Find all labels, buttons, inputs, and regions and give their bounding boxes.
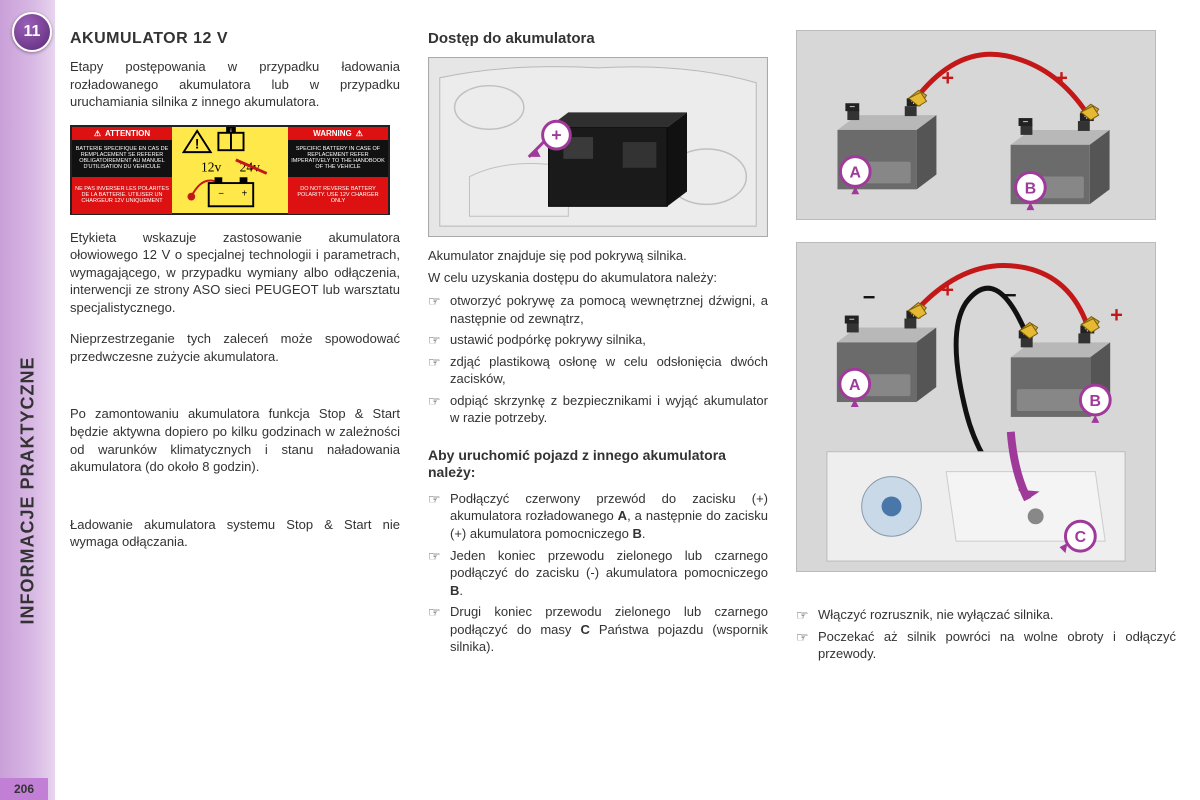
svg-text:−: − <box>218 188 224 199</box>
warn-left-text1: BATTERIE SPECIFIQUE EN CAS DE REMPLACEME… <box>72 140 172 177</box>
svg-text:+: + <box>1055 65 1068 90</box>
svg-text:+: + <box>941 278 954 303</box>
page-title: AKUMULATOR 12 V <box>70 30 400 48</box>
warn-label-middle: ! i 12v 24v − + <box>172 127 288 214</box>
svg-text:i: i <box>230 127 231 133</box>
list-item: Jeden koniec przewodu zielonego lub czar… <box>428 547 768 600</box>
engine-bay-illustration: + <box>428 57 768 237</box>
list-item: Drugi koniec przewodu zielonego lub czar… <box>428 603 768 656</box>
svg-text:A: A <box>849 377 861 394</box>
warning-label-illustration: ⚠ATTENTION BATTERIE SPECIFIQUE EN CAS DE… <box>70 125 390 215</box>
warn-right-text1: SPECIFIC BATTERY IN CASE OF REPLACEMENT … <box>288 140 388 177</box>
svg-text:+: + <box>1110 303 1123 328</box>
svg-text:C: C <box>1075 529 1087 546</box>
page-content: AKUMULATOR 12 V Etapy postępowania w prz… <box>70 30 1180 770</box>
col2-steps2-list: Podłączyć czerwony przewód do zacisku (+… <box>428 490 768 660</box>
svg-text:B: B <box>1025 180 1036 197</box>
svg-text:−: − <box>863 285 876 310</box>
list-item: otworzyć pokrywę za pomocą wewnętrznej d… <box>428 292 768 327</box>
svg-text:−: − <box>849 315 855 326</box>
column-1: AKUMULATOR 12 V Etapy postępowania w prz… <box>70 30 400 770</box>
col2-caption2: W celu uzyskania dostępu do akumulatora … <box>428 269 768 287</box>
svg-text:B: B <box>1090 393 1101 410</box>
jumper-cable-figure-2: − + − + + + − − A B <box>796 242 1156 572</box>
column-3: − + − + + + A B <box>796 30 1176 770</box>
chapter-badge: 11 <box>12 12 52 52</box>
side-tab: INFORMACJE PRAKTYCZNE <box>0 0 55 800</box>
list-item: Podłączyć czerwony przewód do zacisku (+… <box>428 490 768 543</box>
col1-p5: Ładowanie akumulatora systemu Stop & Sta… <box>70 516 400 551</box>
svg-text:−: − <box>849 102 855 113</box>
col1-p4: Po zamontowaniu akumulatora funkcja Stop… <box>70 405 400 475</box>
col2-caption1: Akumulator znajduje się pod pokrywą siln… <box>428 247 768 265</box>
warn-left-header: ⚠ATTENTION <box>72 127 172 140</box>
intro-paragraph: Etapy postępowania w przypadku ładowania… <box>70 58 400 111</box>
warn-left-text2: NE PAS INVERSER LES POLARITES DE LA BATT… <box>72 177 172 214</box>
list-item: zdjąć plastikową osłonę w celu odsłonięc… <box>428 353 768 388</box>
side-tab-label: INFORMACJE PRAKTYCZNE <box>17 356 38 624</box>
svg-text:A: A <box>850 164 862 181</box>
page-number: 206 <box>0 778 48 800</box>
svg-text:+: + <box>242 188 248 199</box>
svg-text:+: + <box>551 125 561 145</box>
list-item: Włączyć rozrusznik, nie wyłączać silnika… <box>796 606 1176 624</box>
col1-p2: Etykieta wskazuje zastosowanie akumulato… <box>70 229 400 317</box>
warn-right-header: WARNING⚠ <box>288 127 388 140</box>
jumper-cable-figure-1: − + − + + + A B <box>796 30 1156 220</box>
svg-text:−: − <box>1004 283 1017 308</box>
col1-p3: Nieprzestrzeganie tych zaleceń może spow… <box>70 330 400 365</box>
svg-text:+: + <box>941 65 954 90</box>
warn-label-right: WARNING⚠ SPECIFIC BATTERY IN CASE OF REP… <box>288 127 388 214</box>
col2-subtitle: Dostęp do akumulatora <box>428 30 768 47</box>
list-item: ustawić podpórkę pokrywy silnika, <box>428 331 768 349</box>
chapter-number: 11 <box>24 23 41 41</box>
svg-text:!: ! <box>195 136 200 151</box>
list-item: Poczekać aż silnik powróci na wolne obro… <box>796 628 1176 663</box>
list-item: odpiąć skrzynkę z bezpiecznikami i wyjąć… <box>428 392 768 427</box>
svg-text:−: − <box>1023 117 1029 128</box>
svg-text:12v: 12v <box>201 159 222 174</box>
col2-steps-list: otworzyć pokrywę za pomocą wewnętrznej d… <box>428 292 768 431</box>
column-2: Dostęp do akumulatora + <box>428 30 768 770</box>
warn-label-left: ⚠ATTENTION BATTERIE SPECIFIQUE EN CAS DE… <box>72 127 172 214</box>
col2-section2-title: Aby uruchomić pojazd z innego akumulator… <box>428 447 768 482</box>
col3-steps-list: Włączyć rozrusznik, nie wyłączać silnika… <box>796 606 1176 667</box>
warn-right-text2: DO NOT REVERSE BATTERY POLARITY. USE 12V… <box>288 177 388 214</box>
